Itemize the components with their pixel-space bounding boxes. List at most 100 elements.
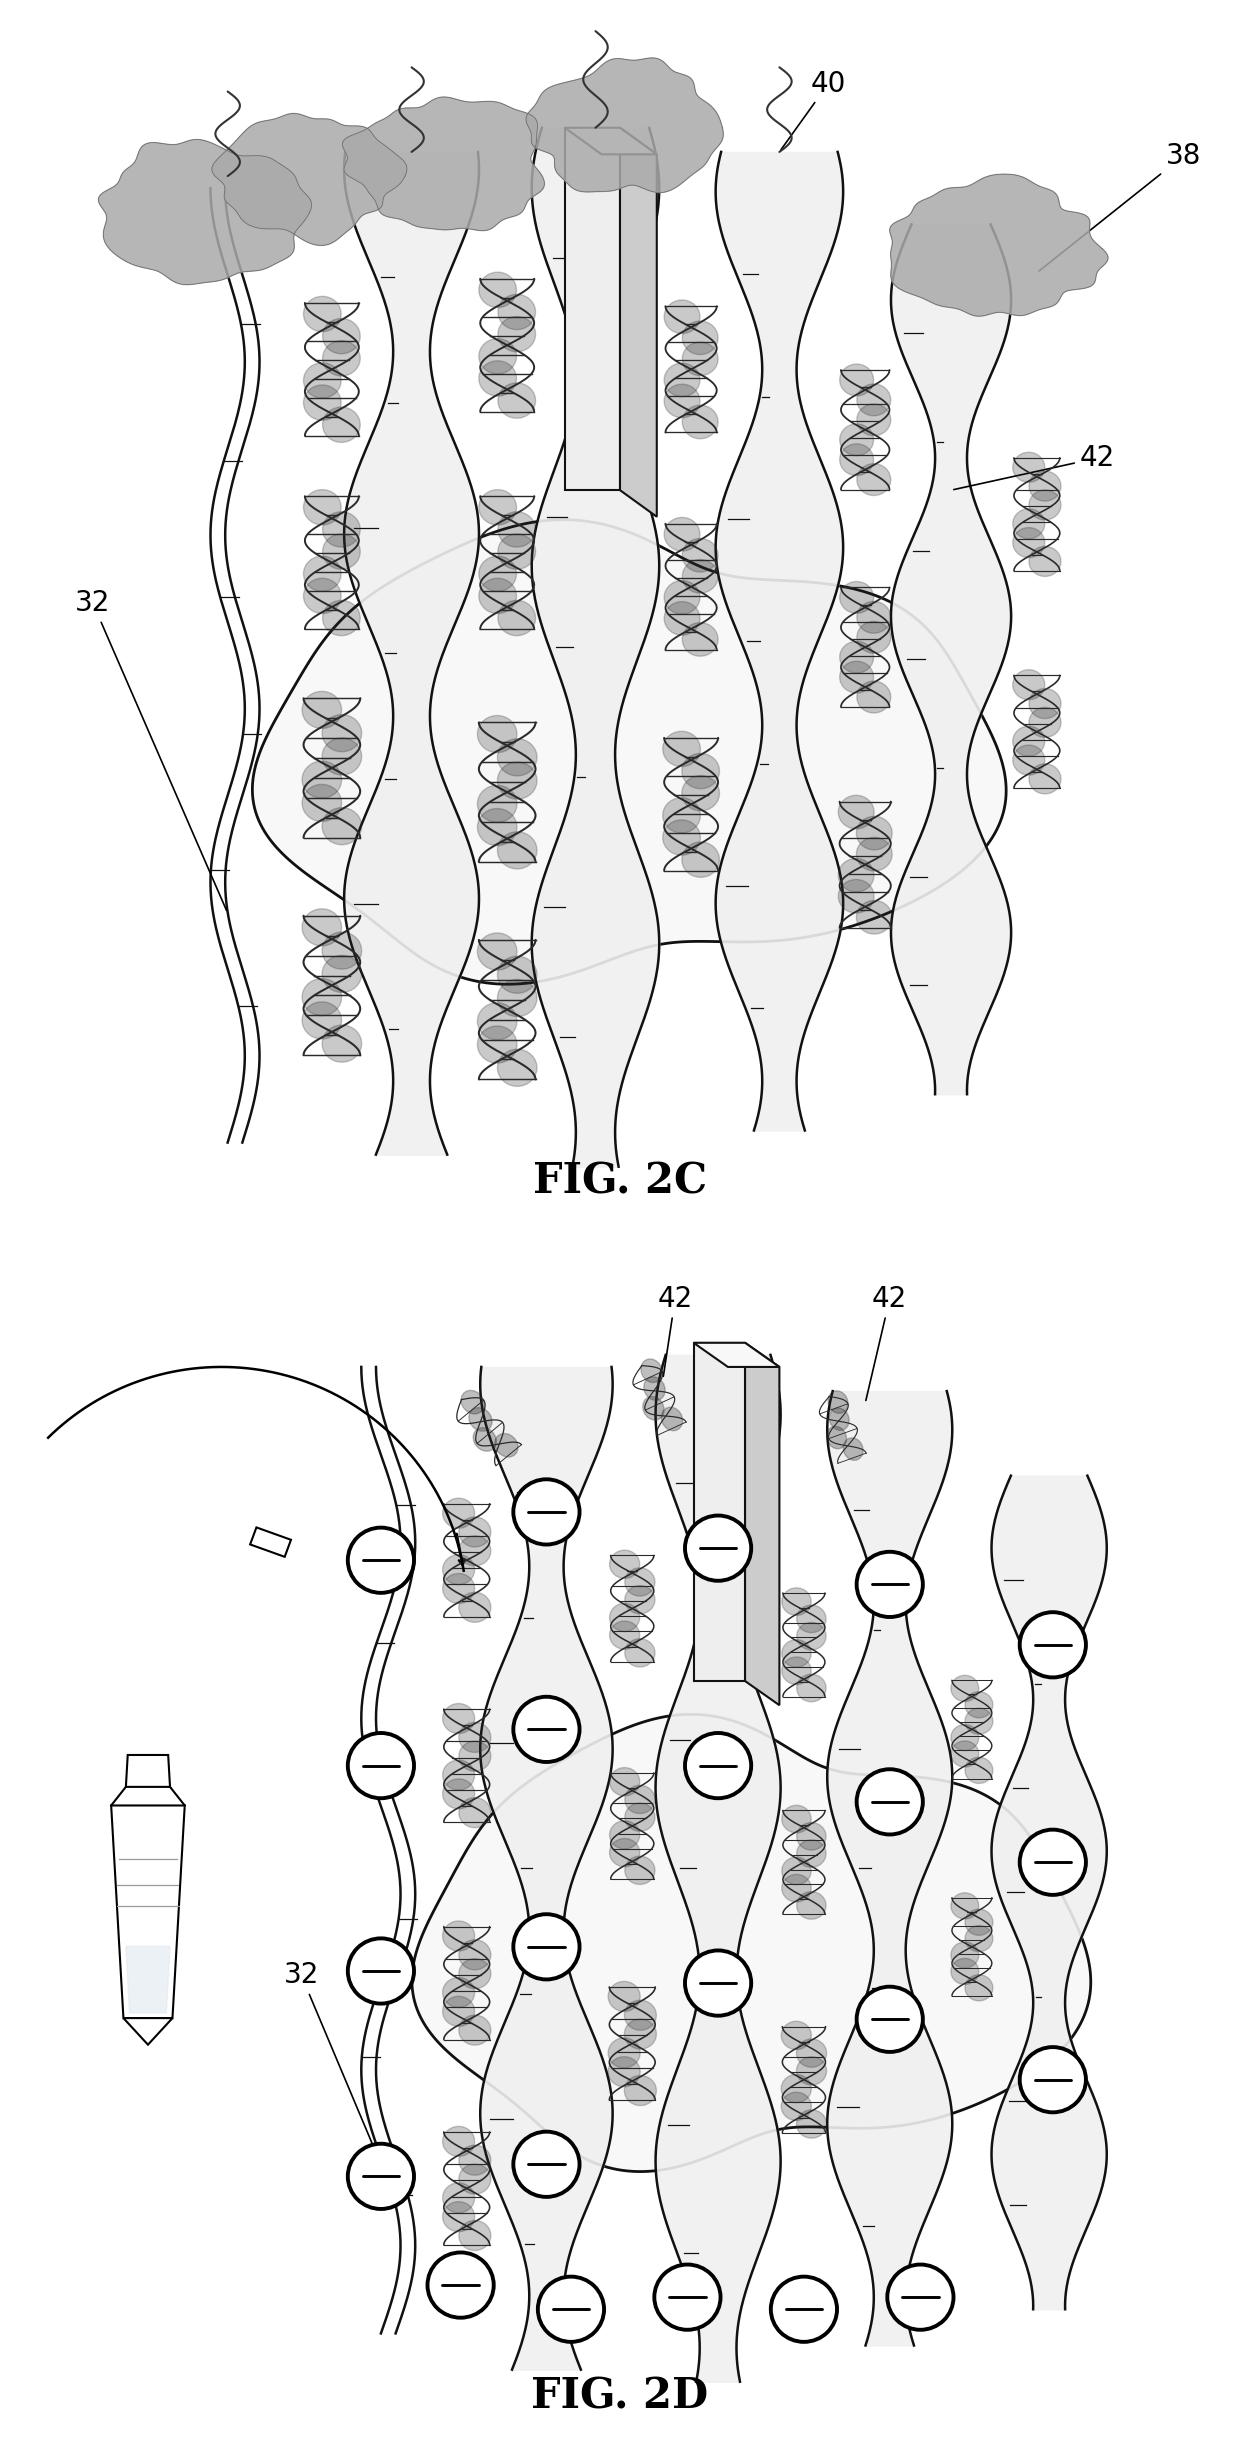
Polygon shape: [839, 660, 874, 692]
Polygon shape: [304, 363, 341, 397]
Polygon shape: [443, 2184, 475, 2213]
Polygon shape: [1013, 509, 1045, 539]
Polygon shape: [459, 1740, 491, 1772]
Polygon shape: [497, 831, 537, 870]
Polygon shape: [843, 1438, 863, 1460]
Polygon shape: [857, 838, 893, 870]
Polygon shape: [796, 2110, 827, 2137]
Circle shape: [513, 2132, 579, 2196]
Polygon shape: [304, 385, 341, 419]
Polygon shape: [477, 716, 517, 753]
Polygon shape: [477, 809, 517, 846]
Polygon shape: [625, 1786, 655, 1813]
Polygon shape: [479, 578, 517, 614]
Polygon shape: [625, 1857, 655, 1884]
Polygon shape: [796, 2040, 827, 2067]
Polygon shape: [212, 115, 407, 246]
Polygon shape: [828, 1392, 848, 1413]
Polygon shape: [782, 1657, 811, 1684]
Polygon shape: [951, 1674, 978, 1701]
Polygon shape: [781, 2074, 811, 2103]
Polygon shape: [797, 1606, 826, 1633]
Polygon shape: [951, 1725, 978, 1750]
Polygon shape: [1029, 470, 1061, 502]
Polygon shape: [682, 405, 718, 439]
Polygon shape: [839, 363, 874, 395]
Polygon shape: [303, 1002, 342, 1038]
Polygon shape: [839, 444, 874, 475]
Polygon shape: [838, 858, 874, 892]
Polygon shape: [459, 2164, 491, 2193]
Polygon shape: [796, 2057, 827, 2086]
Polygon shape: [461, 1389, 485, 1413]
Polygon shape: [495, 1433, 518, 1457]
Polygon shape: [412, 1713, 1091, 2171]
Polygon shape: [781, 2020, 811, 2050]
Polygon shape: [1013, 726, 1045, 755]
Text: 42: 42: [954, 444, 1115, 490]
Polygon shape: [625, 2076, 656, 2106]
Polygon shape: [797, 1840, 826, 1867]
Polygon shape: [644, 1377, 665, 1401]
Polygon shape: [693, 1343, 745, 1682]
Polygon shape: [830, 1409, 849, 1431]
Polygon shape: [459, 1799, 491, 1828]
Polygon shape: [625, 1803, 655, 1830]
Polygon shape: [797, 1623, 826, 1650]
Polygon shape: [303, 692, 342, 729]
Polygon shape: [682, 561, 718, 592]
Text: 38: 38: [1039, 141, 1202, 271]
Polygon shape: [965, 1925, 993, 1952]
Polygon shape: [443, 2128, 475, 2157]
Polygon shape: [479, 361, 517, 397]
Polygon shape: [497, 955, 537, 994]
Polygon shape: [625, 2001, 656, 2030]
Polygon shape: [965, 1908, 993, 1935]
Polygon shape: [682, 753, 719, 790]
Polygon shape: [443, 1555, 475, 1584]
Polygon shape: [497, 738, 537, 775]
Polygon shape: [498, 600, 536, 636]
Polygon shape: [469, 1409, 492, 1431]
Polygon shape: [498, 383, 536, 419]
Polygon shape: [665, 363, 701, 397]
Polygon shape: [1029, 690, 1061, 719]
Circle shape: [347, 1528, 414, 1594]
Polygon shape: [303, 980, 342, 1016]
Polygon shape: [303, 785, 342, 821]
Polygon shape: [625, 2018, 656, 2050]
Polygon shape: [443, 1703, 475, 1733]
Polygon shape: [1029, 763, 1061, 794]
Polygon shape: [112, 1806, 185, 2018]
Polygon shape: [477, 933, 517, 970]
Circle shape: [538, 2276, 604, 2342]
Circle shape: [857, 1986, 923, 2052]
Polygon shape: [838, 794, 874, 829]
Circle shape: [347, 1937, 414, 2003]
Polygon shape: [782, 1640, 811, 1667]
Polygon shape: [965, 1708, 993, 1735]
Polygon shape: [682, 322, 718, 356]
Circle shape: [513, 1913, 579, 1979]
Polygon shape: [443, 1976, 475, 2008]
Polygon shape: [625, 1567, 655, 1596]
Circle shape: [857, 1769, 923, 1835]
Polygon shape: [951, 1740, 978, 1767]
Polygon shape: [965, 1691, 993, 1718]
Polygon shape: [1029, 707, 1061, 738]
Polygon shape: [665, 602, 701, 636]
Text: FIG. 2D: FIG. 2D: [532, 2376, 708, 2418]
Polygon shape: [322, 407, 361, 444]
Polygon shape: [322, 512, 361, 548]
Polygon shape: [693, 1343, 780, 1367]
Polygon shape: [443, 1920, 475, 1952]
Circle shape: [684, 1950, 751, 2015]
Polygon shape: [827, 1426, 847, 1448]
Polygon shape: [610, 1820, 640, 1850]
Polygon shape: [126, 1947, 170, 2013]
Polygon shape: [965, 1974, 993, 2001]
Polygon shape: [322, 319, 361, 353]
Polygon shape: [665, 385, 701, 417]
Polygon shape: [782, 1857, 811, 1884]
Polygon shape: [857, 621, 890, 653]
